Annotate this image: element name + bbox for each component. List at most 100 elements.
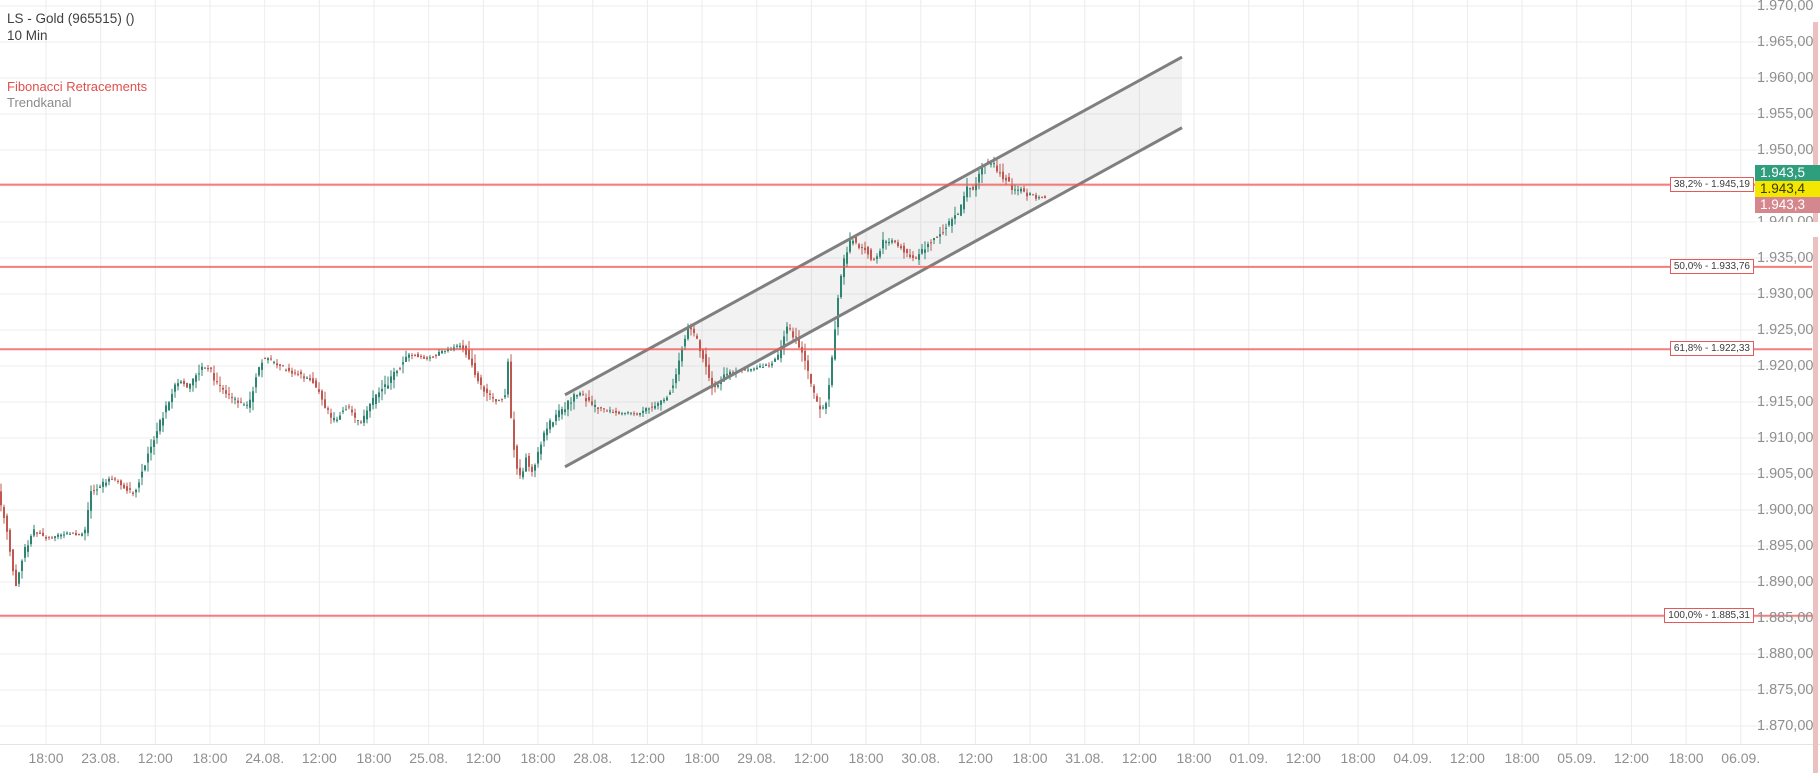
candle-up	[63, 534, 65, 536]
candle-down	[9, 530, 11, 552]
candle-down	[126, 486, 128, 491]
candle-up	[69, 533, 71, 535]
candle-up	[249, 399, 251, 408]
trend-channel-upper-line[interactable]	[564, 55, 1183, 397]
fib-level-label-100-0[interactable]: 100,0% - 1.885,31	[1664, 607, 1754, 623]
price-axis-label: 1.905,00	[1757, 465, 1814, 482]
candle-down	[420, 355, 422, 357]
candle-up	[108, 478, 110, 482]
candle-down	[702, 350, 704, 359]
candle-up	[570, 402, 572, 404]
candle-up	[678, 360, 680, 375]
candle-up	[243, 404, 245, 406]
time-axis-time-label: 18:00	[28, 750, 64, 766]
candle-up	[60, 534, 62, 537]
candle-down	[516, 445, 518, 469]
candle-up	[345, 409, 347, 411]
candle-up	[1020, 188, 1022, 192]
candle-up	[396, 371, 398, 374]
candle-down	[39, 532, 41, 534]
price-axis-label: 1.875,00	[1757, 681, 1814, 698]
candle-down	[354, 412, 356, 418]
candle-up	[27, 545, 29, 552]
candle-down	[114, 478, 116, 480]
candle-down	[804, 350, 806, 361]
candle-up	[852, 240, 854, 244]
candle-up	[162, 417, 164, 426]
candle-up	[342, 410, 344, 412]
candle-down	[183, 380, 185, 385]
candle-down	[972, 186, 974, 190]
candle-up	[33, 529, 35, 536]
candle-up	[786, 326, 788, 334]
candle-down	[465, 346, 467, 355]
candle-down	[288, 367, 290, 371]
candle-up	[135, 489, 137, 493]
candle-down	[132, 492, 134, 495]
candle-up	[675, 374, 677, 384]
candle-down	[51, 537, 53, 539]
candle-up	[849, 240, 851, 252]
candle-down	[228, 393, 230, 395]
candle-up	[252, 391, 254, 403]
candle-up	[498, 399, 500, 401]
candle-up	[648, 408, 650, 410]
candle-down	[864, 247, 866, 251]
fib-level-label-38-2[interactable]: 38,2% - 1.945,19	[1669, 176, 1754, 192]
candle-down	[186, 383, 188, 388]
candle-down	[435, 354, 437, 356]
time-axis-date-label: 31.08.	[1065, 750, 1105, 766]
legend-item-fibonacci[interactable]: Fibonacci Retracements	[7, 79, 148, 94]
candle-up	[645, 408, 647, 412]
price-axis-label: 1.880,00	[1757, 645, 1814, 662]
candle-up	[831, 357, 833, 386]
candle-up	[561, 409, 563, 415]
candle-down	[417, 353, 419, 358]
legend-item-trendkanal[interactable]: Trendkanal	[7, 95, 72, 110]
time-axis-time-label: 18:00	[1176, 750, 1212, 766]
candle-up	[981, 166, 983, 175]
candle-up	[522, 471, 524, 478]
candle-up	[201, 366, 203, 370]
candle-up	[954, 215, 956, 219]
time-axis-time-label: 12:00	[465, 750, 501, 766]
candle-down	[414, 354, 416, 356]
trend-channel-lower-line[interactable]	[564, 126, 1183, 469]
time-axis-date-label: 06.09.	[1721, 750, 1761, 766]
candle-down	[909, 254, 911, 258]
candle-down	[312, 378, 314, 384]
candle-down	[651, 406, 653, 408]
candle-down	[867, 247, 869, 255]
time-axis-time-label: 12:00	[137, 750, 173, 766]
candle-up	[273, 361, 275, 363]
candle-down	[591, 401, 593, 405]
fib-level-label-61-8[interactable]: 61,8% - 1.922,33	[1669, 341, 1754, 357]
candle-up	[171, 393, 173, 403]
candle-up	[429, 357, 431, 359]
candle-up	[957, 214, 959, 216]
candle-down	[0, 491, 2, 506]
fib-level-label-50-0[interactable]: 50,0% - 1.933,76	[1669, 258, 1754, 274]
candle-up	[459, 345, 461, 348]
candle-down	[606, 410, 608, 412]
candle-up	[366, 410, 368, 420]
candle-down	[705, 354, 707, 367]
candle-down	[45, 537, 47, 539]
time-axis-time-label: 18:00	[1340, 750, 1376, 766]
candle-down	[489, 393, 491, 395]
candle-down	[531, 466, 533, 472]
candle-up	[159, 420, 161, 432]
candle-up	[537, 451, 539, 464]
price-axis-label: 1.885,00	[1757, 609, 1814, 626]
candle-down	[1044, 196, 1046, 199]
candle-down	[696, 335, 698, 339]
price-axis-label: 1.915,00	[1757, 393, 1814, 410]
time-axis-time-label: 18:00	[520, 750, 556, 766]
axis-label-mask	[1756, 222, 1820, 237]
candle-down	[297, 373, 299, 375]
candle-down	[492, 397, 494, 399]
candle-up	[978, 173, 980, 183]
candle-up	[1038, 197, 1040, 199]
